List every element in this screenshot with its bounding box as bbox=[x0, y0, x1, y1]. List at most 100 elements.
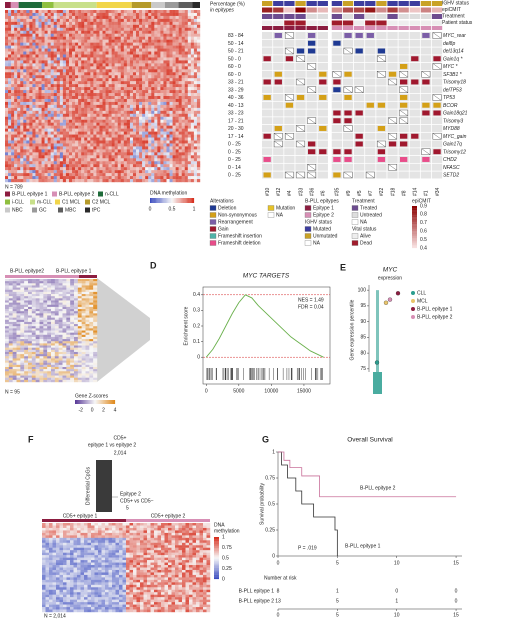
heatmap-cell bbox=[62, 66, 67, 70]
heatmap-cell bbox=[56, 63, 61, 67]
heatmap-cell bbox=[53, 54, 57, 58]
heatmap-cell bbox=[31, 373, 36, 376]
heatmap-cell bbox=[154, 93, 158, 97]
heatmap-cell bbox=[196, 81, 201, 85]
heatmap-cell bbox=[31, 287, 36, 290]
heatmap-cell bbox=[35, 351, 40, 355]
heatmap-cell bbox=[151, 122, 155, 126]
heatmap-cell bbox=[139, 75, 143, 79]
alteration bbox=[308, 40, 316, 46]
heatmap-cell bbox=[154, 39, 158, 43]
heatmap-cell bbox=[160, 131, 164, 135]
legend-swatch bbox=[351, 219, 359, 225]
heatmap-cell bbox=[53, 93, 57, 97]
heatmap-cell bbox=[29, 134, 33, 138]
heatmap-cell bbox=[193, 87, 198, 91]
heatmap-cell bbox=[23, 48, 27, 52]
heatmap-cell bbox=[123, 72, 128, 76]
heatmap-cell bbox=[105, 72, 109, 76]
heatmap-cell bbox=[175, 131, 179, 135]
heatmap-cell bbox=[26, 72, 30, 76]
oncoprint-cell bbox=[387, 109, 398, 117]
heatmap-cell bbox=[190, 36, 195, 40]
heatmap-cell bbox=[43, 309, 48, 312]
heatmap-cell bbox=[81, 60, 85, 64]
heatmap-cell bbox=[163, 36, 167, 40]
heatmap-cell bbox=[31, 366, 36, 370]
heatmap-cell bbox=[132, 134, 137, 138]
heatmap-cell bbox=[139, 45, 143, 49]
heatmap-cell bbox=[132, 116, 137, 120]
heatmap-cell bbox=[12, 339, 17, 342]
scale-gradient bbox=[412, 228, 417, 230]
heatmap-cell bbox=[190, 101, 195, 106]
oncoprint-cell bbox=[365, 117, 376, 125]
heatmap-cell bbox=[65, 54, 70, 58]
scale-gradient bbox=[412, 213, 417, 215]
heatmap-cell bbox=[123, 179, 128, 183]
heatmap-cell bbox=[181, 36, 185, 40]
heatmap-cell bbox=[50, 51, 54, 55]
heatmap-cell bbox=[41, 119, 45, 123]
heatmap-cell bbox=[99, 12, 103, 17]
heatmap-cell bbox=[154, 54, 158, 58]
heatmap-cell bbox=[44, 125, 48, 129]
heatmap-cell bbox=[181, 27, 185, 31]
heatmap-cell bbox=[5, 377, 10, 381]
heatmap-cell bbox=[65, 60, 70, 64]
heatmap-cell bbox=[81, 84, 85, 88]
oncoprint-cell bbox=[306, 156, 317, 163]
heatmap-cell bbox=[114, 30, 118, 34]
heatmap-cell bbox=[5, 36, 9, 40]
oncoprint-cell bbox=[262, 125, 273, 132]
heatmap-cell bbox=[148, 15, 152, 20]
track-cell bbox=[262, 20, 273, 26]
heatmap-cell bbox=[142, 149, 146, 153]
heatmap-cell bbox=[175, 24, 179, 28]
heatmap-cell bbox=[26, 146, 30, 150]
alteration bbox=[333, 79, 341, 85]
heatmap-cell bbox=[38, 134, 42, 138]
heatmap-cell bbox=[154, 113, 158, 117]
na-hatch bbox=[343, 47, 353, 55]
heatmap-cell bbox=[14, 78, 18, 82]
heatmap-cell bbox=[105, 57, 109, 61]
heatmap-cell bbox=[169, 36, 173, 40]
heatmap-cell bbox=[62, 39, 67, 43]
heatmap-cell bbox=[8, 96, 12, 100]
heatmap-cell bbox=[172, 167, 176, 171]
heatmap-cell bbox=[16, 313, 21, 316]
heatmap-cell bbox=[59, 45, 64, 49]
heatmap-cell bbox=[5, 291, 10, 295]
heatmap-cell bbox=[50, 33, 54, 37]
heatmap-cell bbox=[139, 33, 143, 37]
na-hatch bbox=[285, 32, 294, 39]
heatmap-cell bbox=[120, 101, 125, 106]
heatmap-cell bbox=[43, 349, 48, 353]
heatmap-cell bbox=[44, 51, 48, 55]
heatmap-cell bbox=[38, 164, 42, 168]
heatmap-cell bbox=[62, 164, 67, 168]
heatmap-cell bbox=[68, 90, 73, 94]
heatmap-cell bbox=[47, 134, 51, 138]
heatmap-cell bbox=[175, 12, 179, 17]
heatmap-cell bbox=[142, 66, 146, 70]
heatmap-cell bbox=[163, 33, 167, 37]
heatmap-cell bbox=[184, 161, 189, 165]
heatmap-cell bbox=[175, 140, 179, 144]
heatmap-cell bbox=[56, 152, 61, 156]
heatmap-cell bbox=[145, 69, 149, 73]
scale-gradient bbox=[180, 198, 182, 203]
heatmap-cell bbox=[139, 12, 143, 17]
heatmap-cell bbox=[90, 152, 94, 156]
heatmap-cell bbox=[175, 21, 179, 26]
heatmap-cell bbox=[184, 78, 189, 82]
heatmap-cell bbox=[102, 30, 106, 34]
heatmap-cell bbox=[105, 10, 109, 14]
heatmap-cell bbox=[47, 39, 51, 43]
heatmap-cell bbox=[35, 324, 40, 327]
heatmap-cell bbox=[53, 149, 57, 153]
heatmap-cell bbox=[20, 319, 25, 323]
oncoprint-cell bbox=[262, 32, 273, 39]
heatmap-cell bbox=[11, 72, 15, 76]
